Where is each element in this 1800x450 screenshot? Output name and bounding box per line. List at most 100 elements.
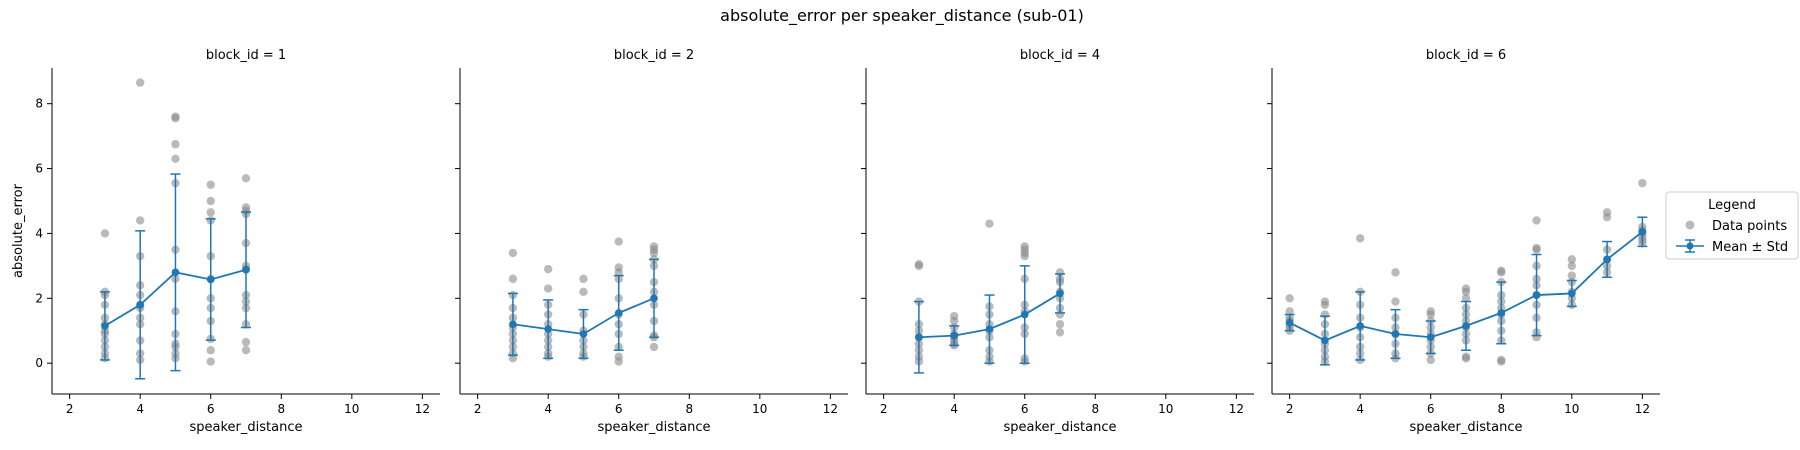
mean-marker <box>101 322 109 330</box>
data-point <box>135 78 145 87</box>
x-tick-label: 4 <box>136 402 144 416</box>
data-point <box>135 216 145 225</box>
panel-title: block_id = 1 <box>206 48 286 63</box>
x-tick-label: 12 <box>823 402 838 416</box>
data-point <box>206 346 215 355</box>
data-point <box>949 316 959 326</box>
data-point <box>1285 307 1294 316</box>
panel-title: block_id = 2 <box>614 48 694 63</box>
mean-marker <box>1391 330 1400 338</box>
data-point <box>1355 234 1365 243</box>
x-tick-label: 4 <box>950 402 958 416</box>
x-tick-label: 6 <box>1427 402 1435 416</box>
data-point <box>1055 320 1065 329</box>
y-tick-label: 2 <box>35 291 43 305</box>
x-tick-label: 6 <box>615 402 623 416</box>
data-point <box>1461 294 1471 303</box>
legend-points-marker <box>1685 220 1695 230</box>
data-point <box>1638 178 1647 188</box>
mean-marker <box>171 268 180 277</box>
data-point <box>206 357 215 366</box>
data-point <box>206 196 215 206</box>
mean-marker <box>1568 289 1576 298</box>
y-tick-label: 8 <box>35 97 43 111</box>
data-point <box>914 261 924 271</box>
data-point <box>1497 268 1506 277</box>
x-tick-label: 8 <box>1497 402 1505 416</box>
x-tick-label: 8 <box>277 402 285 416</box>
data-point <box>508 248 518 258</box>
mean-marker <box>1603 255 1611 264</box>
panel-2: block_id = 2 2 4 6 8 10 12 speaker_distance <box>455 48 848 435</box>
mean-marker <box>650 294 658 303</box>
x-tick-label: 6 <box>207 402 215 416</box>
legend-points-label: Data points <box>1712 219 1787 234</box>
mean-marker <box>1020 310 1029 319</box>
data-point <box>508 354 518 363</box>
mean-marker <box>1285 318 1294 327</box>
data-point <box>579 274 588 284</box>
x-tick-label: 8 <box>1091 402 1099 416</box>
panel-title: block_id = 4 <box>1020 48 1100 63</box>
x-tick-label: 6 <box>1021 402 1029 416</box>
data-point <box>241 337 251 347</box>
mean-marker <box>1056 289 1064 298</box>
data-point <box>543 264 553 274</box>
data-point <box>614 268 623 277</box>
data-point <box>241 346 251 355</box>
data-point <box>1497 357 1506 366</box>
mean-marker <box>985 325 994 333</box>
data-point <box>241 174 251 183</box>
data-point <box>171 114 180 123</box>
data-point <box>1285 294 1294 303</box>
y-axis-label: absolute_error <box>11 183 26 278</box>
mean-marker <box>950 331 958 340</box>
x-tick-label: 8 <box>685 402 693 416</box>
data-point <box>649 248 659 258</box>
x-tick-label: 4 <box>544 402 552 416</box>
x-tick-label: 12 <box>415 402 430 416</box>
mean-marker <box>1321 336 1329 345</box>
data-point <box>206 180 215 189</box>
mean-marker <box>915 333 923 342</box>
panels: block_id = 1 2 4 6 8 10 12 0 2 4 6 8 speaker_distanc… <box>11 48 1660 435</box>
mean-marker <box>1426 333 1435 342</box>
data-point <box>1532 245 1541 254</box>
data-point <box>1055 328 1065 337</box>
legend: Legend Data points Mean ± Std <box>1665 191 1799 260</box>
y-tick-label: 0 <box>35 356 43 370</box>
data-point <box>171 140 180 149</box>
x-tick-label: 2 <box>1286 402 1294 416</box>
data-point <box>614 237 623 246</box>
legend-mean-label: Mean ± Std <box>1712 240 1788 255</box>
y-tick-label: 6 <box>35 162 43 176</box>
data-point <box>985 219 994 228</box>
data-point <box>1426 355 1435 365</box>
mean-marker <box>242 265 250 274</box>
x-tick-label: 10 <box>1564 402 1579 416</box>
x-axis-label: speaker_distance <box>598 420 711 435</box>
data-point <box>1020 251 1029 261</box>
x-tick-label: 12 <box>1229 402 1244 416</box>
data-point <box>1461 354 1471 363</box>
mean-marker <box>544 325 552 333</box>
mean-marker <box>1532 291 1541 299</box>
data-point <box>614 357 623 366</box>
data-point <box>649 342 659 352</box>
x-axis-label: speaker_distance <box>190 420 303 435</box>
data-point <box>1567 271 1577 280</box>
data-point <box>508 274 518 284</box>
data-point <box>1391 268 1400 277</box>
x-axis-label: speaker_distance <box>1004 420 1117 435</box>
panel-1: block_id = 1 2 4 6 8 10 12 0 2 4 6 8 speaker_distanc… <box>11 48 440 435</box>
mean-marker <box>136 300 144 309</box>
mean-marker <box>1638 228 1647 236</box>
mean-marker <box>1356 322 1364 330</box>
x-tick-label: 10 <box>752 402 767 416</box>
mean-marker <box>579 330 588 338</box>
data-point <box>1567 261 1577 271</box>
data-point <box>206 208 215 217</box>
mean-marker <box>614 309 623 317</box>
data-point <box>1391 297 1400 306</box>
